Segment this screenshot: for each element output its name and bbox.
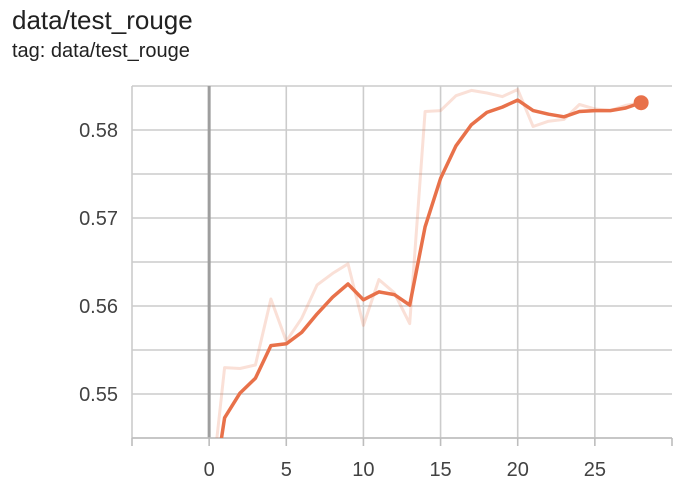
- y-tick-label: 0.55: [79, 384, 118, 406]
- last-point-marker: [633, 95, 649, 111]
- x-tick-label: 20: [507, 459, 529, 481]
- smoothed-series-line: [219, 98, 643, 438]
- y-tick-label: 0.57: [79, 208, 118, 230]
- y-tick-label: 0.58: [79, 120, 118, 142]
- x-tick-label: 25: [584, 459, 606, 481]
- series-layer: [215, 88, 649, 438]
- raw-series-line: [215, 88, 643, 438]
- x-tick-label: 10: [352, 459, 374, 481]
- x-tick-label: 5: [281, 459, 292, 481]
- chart-title: data/test_rouge: [12, 5, 193, 35]
- chart-subtitle: tag: data/test_rouge: [12, 40, 190, 62]
- axes: [131, 86, 673, 446]
- grid: [131, 85, 672, 439]
- tick-labels: 0.55 0.56 0.57 0.58 0 5 10 15 20 25: [79, 120, 606, 481]
- x-tick-label: 0: [204, 459, 215, 481]
- y-tick-label: 0.56: [79, 296, 118, 318]
- x-tick-label: 15: [429, 459, 451, 481]
